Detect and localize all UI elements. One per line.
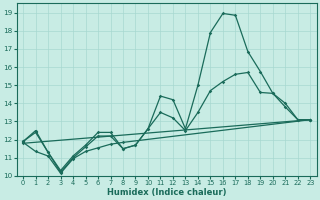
X-axis label: Humidex (Indice chaleur): Humidex (Indice chaleur) — [107, 188, 227, 197]
